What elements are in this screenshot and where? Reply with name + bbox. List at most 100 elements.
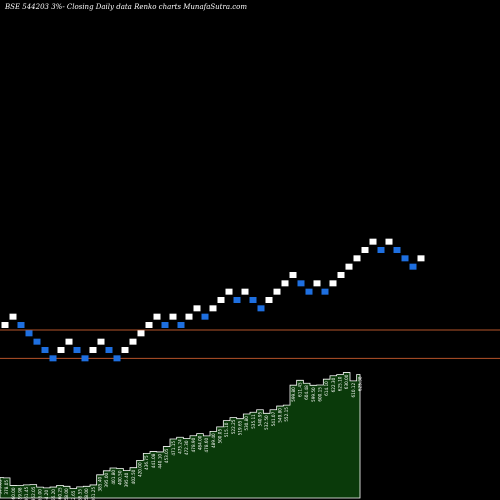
value-label: 515.10 xyxy=(224,422,229,437)
renko-brick xyxy=(113,355,121,362)
renko-brick xyxy=(249,297,257,303)
value-label: 401.80 xyxy=(111,470,116,485)
value-label: 478.90 xyxy=(191,437,196,452)
renko-brick xyxy=(33,338,41,345)
value-label: 378.05 xyxy=(4,480,9,495)
renko-brick xyxy=(393,247,401,253)
renko-brick xyxy=(337,272,345,278)
value-label: 549.80 xyxy=(278,408,283,423)
value-label: 522.25 xyxy=(231,419,236,434)
value-label: 552.15 xyxy=(284,407,289,422)
value-label: 356.00 xyxy=(38,489,43,500)
value-label: 400.50 xyxy=(118,470,123,485)
value-label: 356.20 xyxy=(51,489,56,500)
value-label: 519.65 xyxy=(238,420,243,435)
renko-brick xyxy=(57,347,65,353)
value-label: 500.05 xyxy=(218,429,223,444)
renko-brick xyxy=(105,347,113,353)
renko-brick xyxy=(201,313,209,320)
value-label: 600.15 xyxy=(318,387,323,402)
renko-brick xyxy=(313,280,321,287)
renko-brick xyxy=(153,313,161,320)
value-label: 360.25 xyxy=(58,487,63,500)
value-label: 385.40 xyxy=(98,477,103,492)
renko-brick xyxy=(369,238,377,245)
renko-brick xyxy=(185,313,193,320)
renko-brick xyxy=(329,280,337,287)
renko-brick xyxy=(345,263,353,270)
value-label: 611.45 xyxy=(298,382,303,397)
value-label: 599.50 xyxy=(311,387,316,402)
renko-brick xyxy=(289,272,297,278)
renko-brick xyxy=(65,338,73,345)
renko-brick xyxy=(97,338,105,345)
renko-brick xyxy=(281,280,289,287)
renko-brick xyxy=(161,322,169,328)
renko-brick xyxy=(81,355,89,362)
value-label: 614.10 xyxy=(324,381,329,396)
value-label: 441.08 xyxy=(151,453,156,468)
chart-title: BSE 544203 3%- Closing Daily data Renko … xyxy=(5,3,248,11)
renko-brick xyxy=(9,313,17,320)
renko-brick xyxy=(137,330,145,337)
value-label: 356.55 xyxy=(78,489,83,500)
renko-brick xyxy=(1,322,9,328)
value-label: 625.38 xyxy=(358,376,363,391)
value-label: 622.30 xyxy=(331,377,336,392)
renko-brick xyxy=(257,305,265,312)
value-label: 472.30 xyxy=(184,440,189,455)
renko-brick xyxy=(225,288,233,295)
value-label: 471.15 xyxy=(171,441,176,456)
value-label: 599.80 xyxy=(291,387,296,402)
renko-brick xyxy=(385,238,393,245)
value-label: 361.45 xyxy=(24,487,29,500)
value-label: 354.20 xyxy=(44,490,49,500)
value-label: 541.07 xyxy=(271,411,276,426)
value-label: 625.10 xyxy=(338,376,343,391)
value-label: 436.75 xyxy=(144,455,149,470)
value-label: 420.00 xyxy=(138,462,143,477)
value-label: 540.95 xyxy=(258,411,263,426)
value-label: 453.05 xyxy=(164,448,169,463)
value-label: 530.80 xyxy=(244,416,249,431)
value-label: 360.00 xyxy=(11,487,16,500)
renko-brick xyxy=(297,280,305,287)
value-label: 535.11 xyxy=(251,414,256,429)
renko-brick xyxy=(121,347,129,353)
renko-brick xyxy=(17,322,25,328)
value-label: 610.12 xyxy=(351,383,356,398)
renko-brick xyxy=(273,288,281,295)
value-label: 361.25 xyxy=(91,487,96,500)
renko-brick xyxy=(265,297,273,303)
value-label: 358.00 xyxy=(84,488,89,500)
value-label: 604.48 xyxy=(304,385,309,400)
renko-brick xyxy=(401,255,409,262)
renko-brick xyxy=(209,305,217,312)
renko-brick xyxy=(25,330,33,337)
renko-brick xyxy=(169,313,177,320)
renko-brick xyxy=(177,322,185,328)
renko-brick xyxy=(409,263,417,270)
renko-brick xyxy=(377,247,385,253)
renko-brick xyxy=(129,338,137,345)
value-label: 630.00 xyxy=(344,374,349,389)
value-label: 358.00 xyxy=(64,488,69,500)
renko-brick xyxy=(353,255,361,262)
value-label: 359.98 xyxy=(18,487,23,500)
value-label: 379.05 xyxy=(0,479,3,494)
value-label: 475.24 xyxy=(178,439,183,454)
value-label: 532.50 xyxy=(264,415,269,430)
renko-brick xyxy=(193,305,201,312)
closing-area xyxy=(0,372,361,499)
value-label: 478.60 xyxy=(204,438,209,453)
renko-brick xyxy=(417,255,425,262)
value-label: 484.00 xyxy=(198,435,203,450)
renko-brick xyxy=(241,288,249,295)
renko-brick xyxy=(49,355,57,362)
renko-bricks xyxy=(1,238,425,362)
renko-brick xyxy=(305,288,313,295)
renko-brick xyxy=(361,247,369,253)
